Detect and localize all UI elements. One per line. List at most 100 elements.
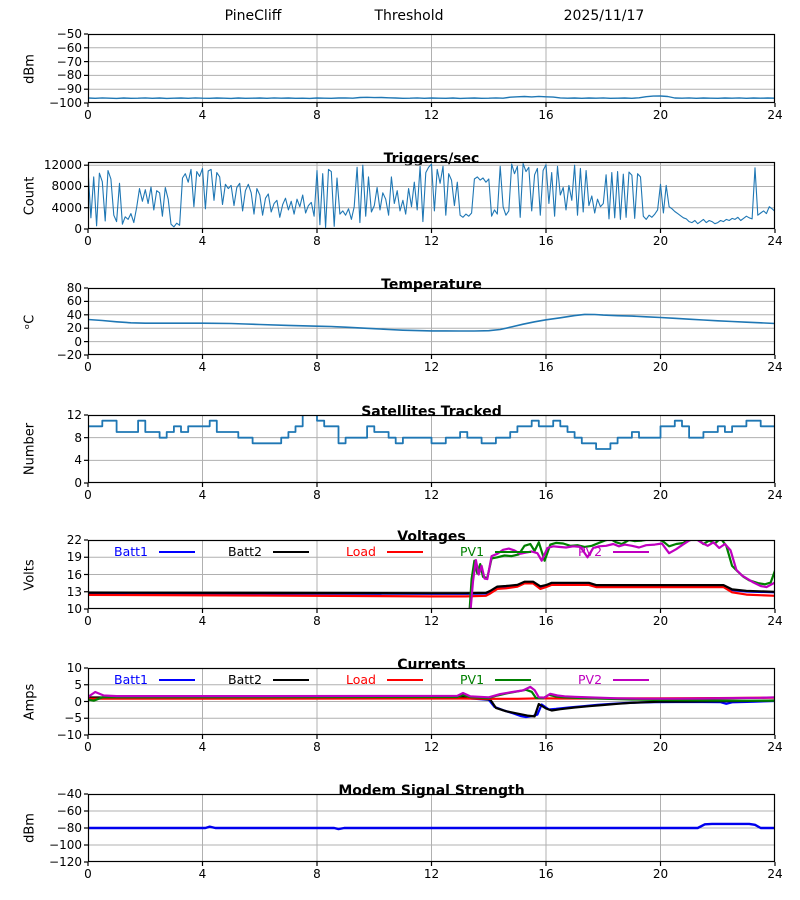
y-tick-label: −80 [56, 68, 82, 83]
y-tick-label: −80 [56, 821, 82, 835]
x-tick-label: 16 [538, 488, 554, 502]
x-tick-label: 24 [767, 108, 783, 122]
plot-name: Threshold [374, 8, 444, 24]
y-tick-label: 12 [66, 408, 82, 422]
y-tick-label: 8000 [51, 179, 82, 194]
x-tick-label: 20 [652, 108, 669, 122]
series-load-volts [88, 582, 775, 598]
x-tick-label: 24 [767, 740, 783, 754]
threshold-series-group [88, 95, 775, 100]
y-tick-label: 60 [66, 294, 82, 309]
x-tick-label: 0 [84, 360, 92, 374]
panel-triggers: Triggers/sec Count 0 4 8 12 16 20 24 0 4000 8000 1… [23, 151, 783, 248]
x-tick-label: 4 [198, 867, 207, 881]
x-tick-label: 4 [198, 614, 207, 628]
temperature-series-group [88, 313, 775, 332]
y-axis-label-voltages: Volts [22, 558, 38, 591]
axes-spines [87, 33, 776, 104]
x-tick-label: 20 [652, 867, 669, 881]
y-tick-label: −70 [56, 54, 82, 69]
y-tick-label: −90 [56, 82, 82, 97]
axes-spines [87, 539, 776, 610]
x-tick-label: 8 [313, 234, 321, 248]
panel-currents: Currents Amps Batt1 Batt2 Load PV1 PV2 0 4 8 12… [23, 657, 783, 754]
y-tick-label: 20 [66, 321, 82, 336]
series-pv1-amps [88, 688, 775, 702]
threshold-plot [84, 33, 776, 107]
y-tick-label: 16 [66, 567, 82, 582]
x-tick-label: 20 [652, 234, 669, 248]
currents-series-group [88, 685, 775, 719]
panel-modem: Modem Signal Strength dBm 0 4 8 12 16 20 24 −40… [23, 783, 783, 881]
y-axis-label-modem: dBm [22, 813, 38, 843]
y-tick-label: 80 [66, 281, 82, 295]
y-tick-label: 13 [66, 584, 82, 599]
x-tick-label: 4 [198, 360, 207, 374]
x-tick-label: 12 [423, 614, 440, 628]
triggers-series-group [88, 163, 775, 228]
y-tick-label: −60 [56, 804, 82, 818]
x-tick-label: 0 [84, 614, 92, 628]
y-tick-label: −100 [49, 838, 82, 852]
x-tick-label: 16 [538, 108, 554, 122]
x-tick-label: 0 [84, 234, 92, 248]
y-tick-label: −120 [49, 855, 82, 869]
axes-spines [87, 287, 776, 356]
x-tick-label: 0 [84, 867, 92, 881]
x-tick-label: 12 [423, 867, 440, 881]
x-tick-label: 20 [652, 360, 669, 374]
currents-plot [84, 667, 776, 739]
x-tick-label: 8 [313, 108, 321, 122]
y-tick-label: 40 [66, 307, 82, 322]
x-tick-label: 4 [198, 108, 207, 122]
y-tick-label: 10 [66, 661, 82, 675]
axes-spines [87, 414, 776, 484]
station-name: PineCliff [224, 8, 282, 24]
y-tick-label: 4000 [51, 200, 82, 215]
series-satellites-tracked [88, 415, 775, 450]
y-axis-label-threshold: dBm [22, 53, 38, 84]
x-tick-label: 12 [423, 108, 440, 122]
x-tick-label: 24 [767, 488, 783, 502]
x-tick-label: 20 [652, 488, 669, 502]
series-batt2-volts [88, 580, 775, 595]
plot-date: 2025/11/17 [563, 8, 645, 24]
axes-spines [87, 667, 776, 736]
y-tick-label: 8 [74, 430, 82, 445]
series-pv2-volts [469, 540, 775, 609]
y-tick-label: −5 [64, 711, 82, 726]
x-tick-label: 8 [313, 867, 321, 881]
y-tick-label: −20 [56, 348, 82, 362]
y-axis-label-currents: Amps [22, 683, 38, 720]
y-tick-label: 12000 [43, 158, 82, 173]
x-tick-label: 8 [313, 488, 321, 502]
modem-plot [84, 793, 776, 866]
panel-threshold: PineCliff Threshold 2025/11/17 dBm 0 4 8 12… [23, 8, 783, 122]
x-tick-label: 20 [652, 614, 669, 628]
y-axis-label-temperature: ᵒC [22, 314, 38, 329]
x-tick-label: 16 [538, 614, 554, 628]
x-tick-label: 20 [652, 740, 669, 754]
temperature-plot [84, 287, 776, 359]
series-signal-dbm [88, 95, 775, 100]
voltages-plot [84, 539, 776, 613]
x-tick-label: 8 [313, 614, 321, 628]
y-axis-label-satellites: Number [22, 422, 38, 476]
modem-series-group [88, 822, 775, 831]
y-tick-label: 0 [74, 476, 82, 490]
x-tick-label: 12 [423, 488, 440, 502]
y-tick-label: 0 [74, 334, 82, 349]
x-tick-label: 4 [198, 234, 207, 248]
axes-spines [87, 793, 776, 863]
series-pv2-amps [88, 685, 775, 700]
y-tick-label: 0 [74, 222, 82, 236]
y-tick-label: −100 [49, 96, 82, 110]
x-tick-label: 4 [198, 740, 207, 754]
triggers-plot [84, 161, 776, 233]
panel-satellites: Satellites Tracked Number 0 4 8 12 16 20 24 12 8… [23, 404, 783, 502]
x-tick-label: 0 [84, 488, 92, 502]
y-tick-label: 22 [66, 533, 82, 547]
y-tick-label: 5 [74, 677, 82, 692]
